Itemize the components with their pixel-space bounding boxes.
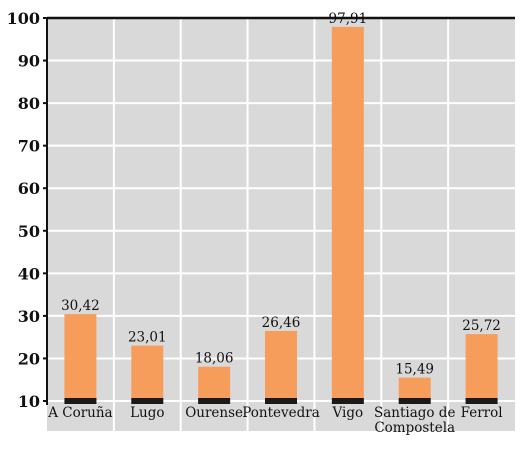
y-tick-label: 90 xyxy=(18,52,40,71)
y-tick-label: 70 xyxy=(18,137,40,156)
y-tick-label: 60 xyxy=(18,179,40,198)
bar xyxy=(465,334,498,401)
data-label: 23,01 xyxy=(128,330,167,346)
x-tick-label: Ferrol xyxy=(461,405,503,421)
bar xyxy=(265,330,297,401)
bar xyxy=(131,345,164,401)
x-tick-label: Lugo xyxy=(130,405,164,421)
data-label: 30,42 xyxy=(61,298,100,314)
y-tick-label: 10 xyxy=(18,392,40,411)
x-tick-label: Vigo xyxy=(332,405,364,421)
data-label: 18,06 xyxy=(195,351,234,367)
y-tick-label: 40 xyxy=(18,264,40,283)
bar-base xyxy=(265,398,297,404)
y-tick-label: 20 xyxy=(18,349,40,368)
data-label: 15,49 xyxy=(395,362,434,378)
bar-base xyxy=(198,398,231,404)
y-tick-label: 100 xyxy=(7,9,40,28)
bar-base xyxy=(465,398,498,404)
x-tick-label: Santiago de Compostela xyxy=(374,405,455,436)
bar xyxy=(331,26,364,402)
bar xyxy=(64,314,97,401)
data-label: 25,72 xyxy=(462,318,501,334)
y-tick-label: 80 xyxy=(18,94,40,113)
x-tick-label: Ourense xyxy=(185,405,243,421)
bar xyxy=(398,377,431,401)
bar-base xyxy=(398,398,431,404)
bars xyxy=(64,26,498,404)
bar-base xyxy=(331,398,364,404)
bar-base xyxy=(64,398,97,404)
x-axis-category-labels: A Coruña Lugo Ourense Pontevedra Vigo Santiag… xyxy=(47,405,502,436)
gridlines xyxy=(47,18,515,431)
x-tick-label: Pontevedra xyxy=(242,405,320,421)
y-tick-label: 30 xyxy=(18,307,40,326)
data-label: 26,46 xyxy=(262,315,301,331)
bar-base xyxy=(131,398,164,404)
y-axis-tick-labels: 10 20 30 40 50 60 70 80 90 100 xyxy=(7,9,48,411)
y-tick-label: 50 xyxy=(18,222,40,241)
x-tick-label: A Coruña xyxy=(47,405,112,421)
bar xyxy=(198,366,231,401)
